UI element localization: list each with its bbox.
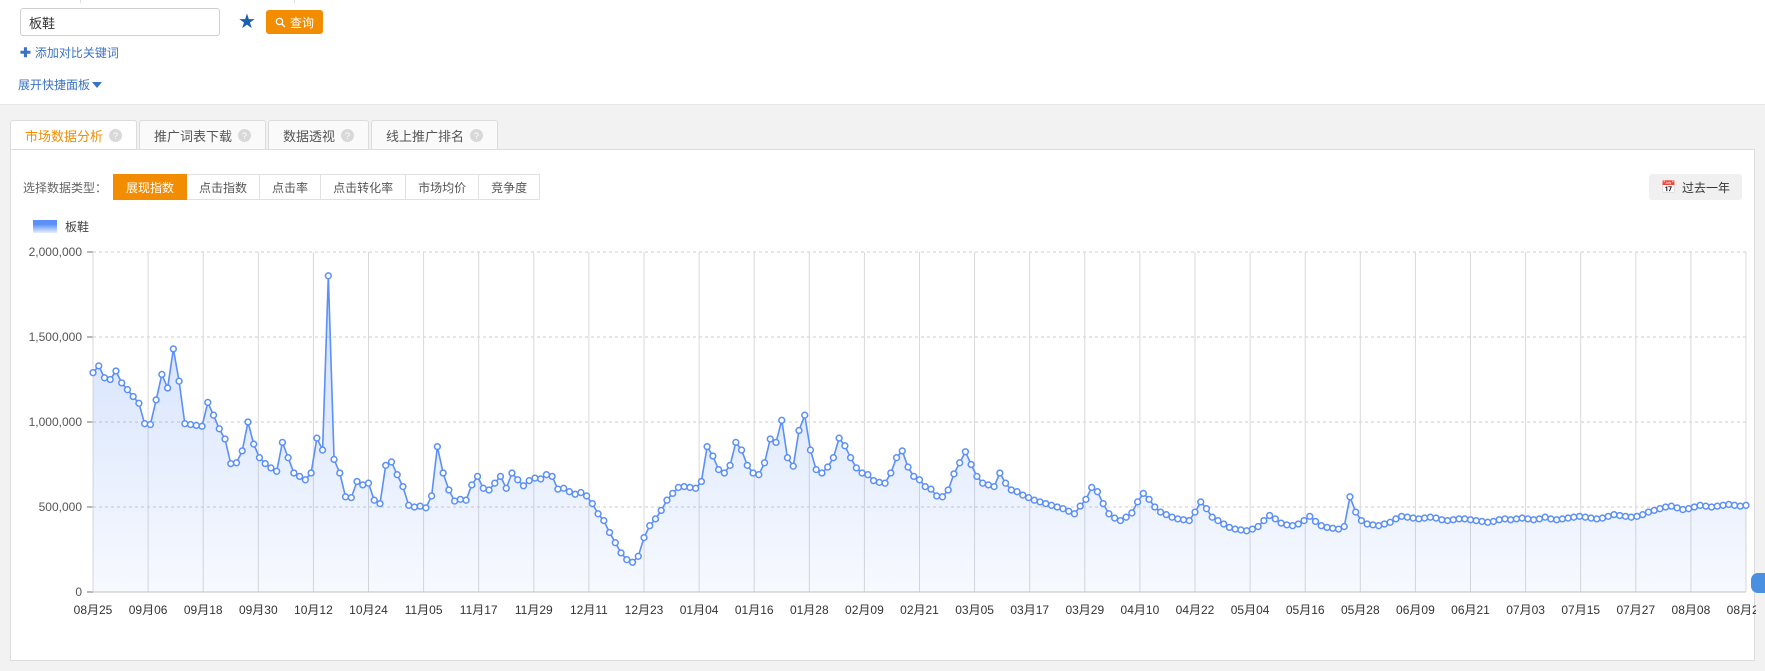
svg-text:09月18: 09月18 [184,603,223,617]
svg-text:03月17: 03月17 [1010,603,1049,617]
add-compare-label: 添加对比关键词 [34,46,119,60]
data-type-click-index[interactable]: 点击指数 [187,174,261,200]
tab-bar: 市场数据分析 ? 推广词表下载 ? 数据透视 ? 线上推广排名 ? [10,120,500,150]
date-range-button[interactable]: 📅 过去一年 [1649,174,1742,200]
svg-text:02月21: 02月21 [900,603,939,617]
svg-text:12月11: 12月11 [570,603,608,617]
legend-color-swatch [33,220,57,233]
svg-text:04月10: 04月10 [1121,603,1160,617]
svg-text:09月30: 09月30 [239,603,278,617]
market-data-card: 选择数据类型： 展现指数 点击指数 点击率 点击转化率 市场均价 竞争度 📅 过… [10,149,1756,662]
svg-text:07月03: 07月03 [1506,603,1545,617]
data-type-click-rate[interactable]: 点击率 [260,174,322,200]
svg-text:05月16: 05月16 [1286,603,1325,617]
svg-text:03月29: 03月29 [1065,603,1104,617]
add-compare-keyword-link[interactable]: ✚ 添加对比关键词 [20,44,119,61]
svg-text:12月23: 12月23 [625,603,664,617]
svg-text:01月28: 01月28 [790,603,829,617]
star-icon[interactable]: ★ [238,11,256,33]
search-row: ★ 查询 [20,8,323,36]
svg-text:10月24: 10月24 [349,603,388,617]
search-panel: ★ 查询 ✚ 添加对比关键词 展开快捷面板 [0,0,1765,105]
tab-online-promotion-ranking[interactable]: 线上推广排名 ? [371,120,499,150]
svg-text:02月09: 02月09 [845,603,884,617]
tab-label: 线上推广排名 [386,129,465,144]
calendar-icon: 📅 [1661,180,1676,194]
tab-label: 数据透视 [283,129,336,144]
legend-series-label: 板鞋 [65,220,90,234]
data-type-selector: 选择数据类型： 展现指数 点击指数 点击率 点击转化率 市场均价 竞争度 [23,174,541,200]
svg-text:07月27: 07月27 [1616,603,1655,617]
data-type-impression-index[interactable]: 展现指数 [113,174,188,200]
tab-label: 推广词表下载 [154,129,233,144]
help-icon[interactable]: ? [238,129,252,142]
svg-text:2,000,000: 2,000,000 [29,245,83,259]
query-button[interactable]: 查询 [265,10,323,34]
svg-text:06月09: 06月09 [1396,603,1435,617]
tab-keyword-list-download[interactable]: 推广词表下载 ? [139,120,267,150]
svg-text:0: 0 [75,585,82,599]
svg-text:05月04: 05月04 [1231,603,1270,617]
svg-text:01月04: 01月04 [680,603,719,617]
svg-text:09月06: 09月06 [129,603,168,617]
floating-help-badge[interactable] [1751,573,1765,593]
expand-panel-label: 展开快捷面板 [18,78,91,92]
impression-index-line-chart[interactable]: 0 500,000 1,000,000 1,500,000 2,000,000 08月25… [11,242,1756,642]
svg-text:05月28: 05月28 [1341,603,1380,617]
svg-text:08月20: 08月20 [1727,603,1756,617]
data-type-market-average-price[interactable]: 市场均价 [406,174,480,200]
data-type-click-conversion-rate[interactable]: 点击转化率 [321,174,407,200]
svg-text:04月22: 04月22 [1176,603,1215,617]
search-input[interactable] [20,8,220,36]
svg-text:01月16: 01月16 [735,603,774,617]
svg-text:07月15: 07月15 [1561,603,1600,617]
top-tab-stub [80,0,295,3]
svg-text:08月25: 08月25 [74,603,113,617]
tab-market-data-analysis[interactable]: 市场数据分析 ? [10,120,138,150]
query-button-label: 查询 [289,15,314,30]
help-icon[interactable]: ? [341,129,355,142]
chart-legend[interactable]: 板鞋 [33,218,89,235]
chevron-down-icon [92,81,103,88]
data-type-label: 选择数据类型： [23,180,108,195]
svg-text:08月08: 08月08 [1672,603,1711,617]
svg-text:10月12: 10月12 [294,603,333,617]
svg-text:03月05: 03月05 [955,603,994,617]
tab-label: 市场数据分析 [25,129,104,144]
svg-text:11月05: 11月05 [405,603,443,617]
tab-data-pivot[interactable]: 数据透视 ? [268,120,370,150]
svg-text:1,500,000: 1,500,000 [29,330,83,344]
data-type-competitiveness[interactable]: 竞争度 [479,174,541,200]
svg-text:11月29: 11月29 [515,603,553,617]
svg-text:1,000,000: 1,000,000 [29,415,83,429]
plus-icon: ✚ [20,44,31,60]
svg-text:11月17: 11月17 [460,603,498,617]
help-icon[interactable]: ? [109,129,123,142]
chart-container: 0 500,000 1,000,000 1,500,000 2,000,000 08月25… [11,242,1756,662]
expand-quick-panel-link[interactable]: 展开快捷面板 [18,76,103,93]
search-icon [275,17,286,27]
svg-text:500,000: 500,000 [39,500,83,514]
date-range-label: 过去一年 [1681,180,1730,195]
help-icon[interactable]: ? [470,129,484,142]
svg-text:06月21: 06月21 [1451,603,1490,617]
data-type-segmented-control: 展现指数 点击指数 点击率 点击转化率 市场均价 竞争度 [113,174,541,200]
